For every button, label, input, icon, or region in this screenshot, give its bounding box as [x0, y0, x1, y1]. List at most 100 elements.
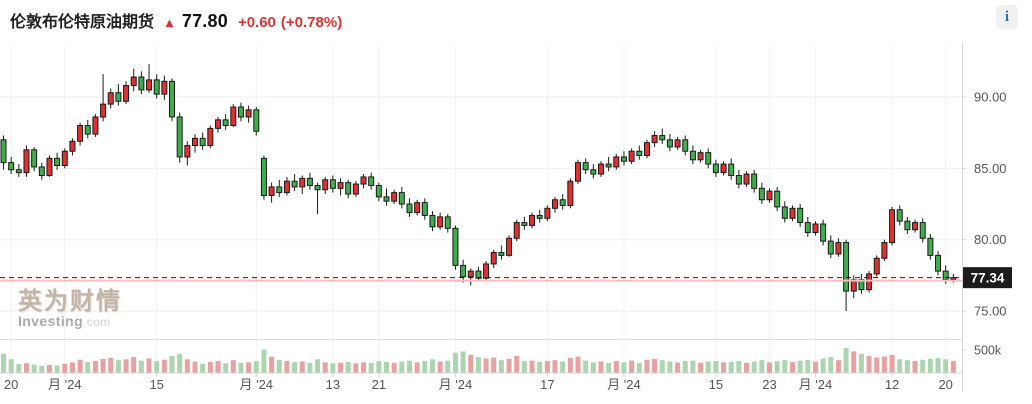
volume-bar	[169, 355, 175, 373]
volume-bar	[491, 357, 497, 373]
volume-bar	[797, 360, 803, 373]
y-axis-label: 75.00	[974, 304, 1007, 319]
candle-body	[873, 257, 880, 275]
candle-body	[368, 176, 375, 186]
candle-body	[153, 79, 160, 95]
volume-bar	[575, 356, 581, 373]
candle-body	[552, 199, 559, 209]
candle-body	[107, 92, 114, 105]
volume-bar	[376, 361, 382, 373]
volume-bar	[16, 364, 22, 373]
candle-body	[812, 223, 819, 234]
volume-bar	[238, 362, 244, 373]
volume-bar	[667, 361, 673, 373]
candle-body	[935, 254, 942, 272]
volume-bar	[54, 365, 60, 373]
candle-body	[521, 222, 528, 226]
x-tick-label: 月 '24	[239, 377, 273, 392]
candle-body	[460, 264, 467, 278]
candle-body	[804, 222, 811, 234]
candle-body	[115, 92, 122, 102]
candle-body	[567, 180, 574, 206]
candle-body	[866, 273, 873, 291]
x-tick-label: 12	[885, 377, 899, 392]
candle-body	[214, 119, 221, 129]
candle-body	[169, 80, 176, 118]
volume-bar	[100, 358, 106, 373]
quote-header: 伦敦布伦特原油期货 ▲ 77.80 +0.60 (+0.78%)	[10, 8, 342, 32]
candle-body	[904, 220, 911, 231]
candle-body	[138, 76, 145, 91]
axis-layer: 90.00 85.00 80.00 75.00 500k 77.34 20 月 '24 15 月 …	[0, 42, 1012, 392]
candle-body	[299, 177, 306, 188]
volume-bar	[361, 362, 367, 373]
volume-bar	[414, 362, 420, 373]
volume-bar	[85, 361, 91, 373]
volume-bar	[192, 361, 198, 373]
volume-bar	[299, 361, 305, 373]
volume-bar	[820, 358, 826, 373]
volume-bar	[751, 361, 757, 373]
volume-bar	[613, 361, 619, 373]
candle-body	[820, 223, 827, 242]
volume-bar	[215, 361, 221, 373]
volume-bar	[123, 359, 129, 373]
y-axis-label: 90.00	[974, 90, 1007, 105]
volume-bar	[851, 351, 857, 373]
volume-bar	[284, 361, 290, 373]
current-price-badge	[963, 267, 1012, 289]
volume-bar	[8, 359, 14, 373]
volume-bar	[897, 359, 903, 373]
x-tick-label: 21	[372, 377, 386, 392]
volume-bar	[560, 361, 566, 373]
volume-bar	[567, 357, 573, 373]
candle-body	[260, 157, 267, 196]
price-change: +0.60	[237, 14, 276, 31]
candle-body	[245, 109, 252, 118]
candle-body	[490, 252, 497, 265]
candle-body	[475, 270, 482, 279]
volume-bar	[475, 357, 481, 373]
x-tick-label: 15	[149, 377, 163, 392]
volume-bar	[782, 360, 788, 373]
volume-bar	[636, 362, 642, 373]
candle-body	[712, 163, 719, 174]
volume-bar	[315, 359, 321, 373]
candle-body	[666, 139, 673, 148]
volume-bar	[721, 362, 727, 373]
candle-body	[536, 214, 543, 219]
volume-axis-label: 500k	[974, 344, 1002, 358]
candle-body	[506, 237, 513, 256]
candle-body	[314, 184, 321, 191]
volume-bar	[682, 361, 688, 373]
volume-bar	[912, 361, 918, 373]
price-up-arrow-icon: ▲	[163, 15, 176, 30]
candle-body	[582, 162, 589, 171]
candle-body	[613, 156, 620, 168]
volume-bar	[69, 362, 75, 373]
candle-body	[0, 139, 7, 164]
candle-body	[942, 270, 949, 281]
volume-bar	[307, 362, 313, 373]
volume-bar	[338, 362, 344, 373]
volume-bar	[345, 361, 351, 373]
candle-body	[597, 163, 604, 175]
candle-body	[628, 150, 635, 162]
volume-bar	[698, 362, 704, 373]
volume-bar	[744, 362, 750, 373]
candle-body	[437, 216, 444, 228]
candle-body	[237, 106, 244, 118]
y-axis-label: 85.00	[974, 161, 1007, 176]
candle-body	[682, 139, 689, 152]
volume-bar	[713, 361, 719, 373]
candle-body	[827, 240, 834, 255]
candle-body	[835, 242, 842, 255]
x-tick-label: 20	[938, 377, 952, 392]
info-icon[interactable]: i	[996, 5, 1018, 29]
candle-body	[222, 119, 229, 127]
candle-body	[643, 142, 650, 157]
volume-bar	[77, 359, 83, 373]
candle-body	[513, 222, 520, 239]
